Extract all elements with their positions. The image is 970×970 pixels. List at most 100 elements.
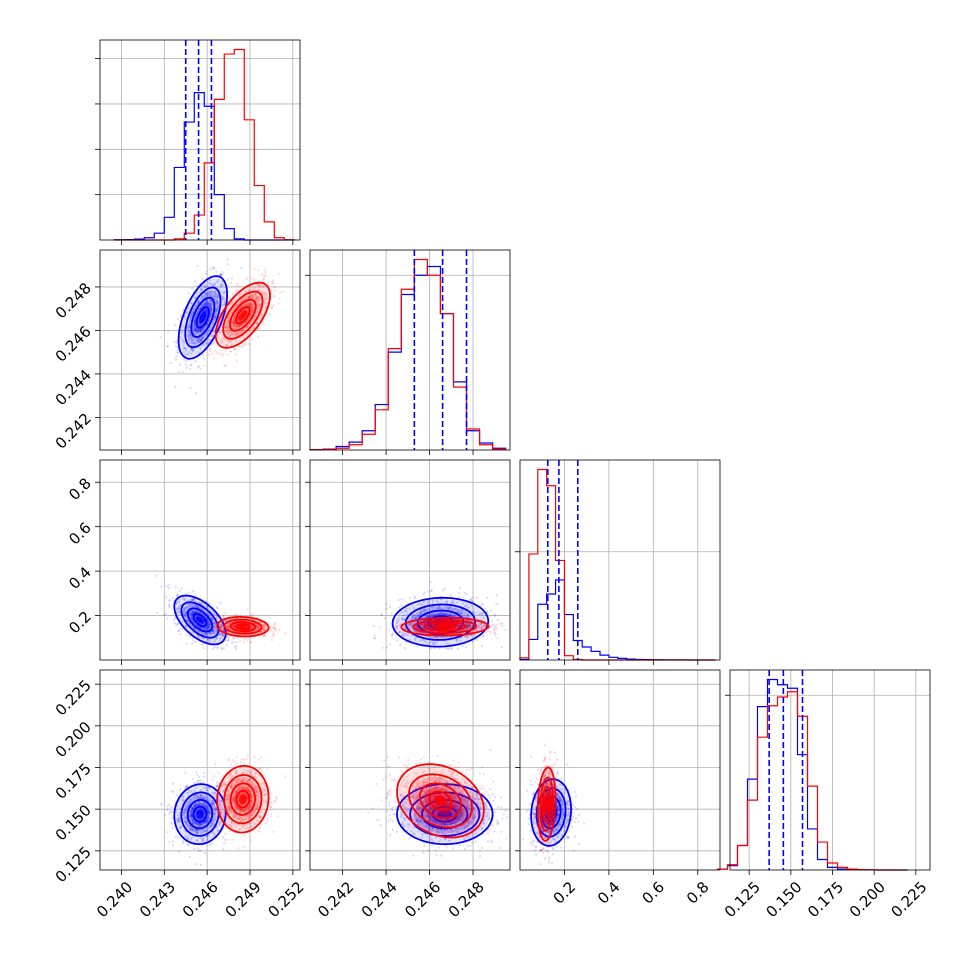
histogram-red xyxy=(114,48,295,241)
contour-red xyxy=(222,290,264,340)
histogram-panel-1 xyxy=(305,249,511,455)
contour-blue xyxy=(530,778,573,847)
x-tick-label: 0.246 xyxy=(179,878,222,921)
contour-blue xyxy=(535,787,567,838)
contour-blue xyxy=(195,306,210,329)
y-tick-label: 0.150 xyxy=(52,801,95,844)
contour-red xyxy=(223,774,263,825)
histogram-red xyxy=(309,258,507,451)
contour-blue xyxy=(186,607,214,633)
y-tick-label: 0.225 xyxy=(52,676,95,719)
x-tick-label: 0.246 xyxy=(401,878,444,921)
panel-frame xyxy=(519,669,721,871)
y-tick-label: 0.8 xyxy=(65,474,95,504)
x-tick-label: 0.240 xyxy=(93,878,136,921)
x-tick-label: 0.125 xyxy=(721,878,764,921)
panel-frame xyxy=(99,39,301,241)
x-tick-label: 0.248 xyxy=(445,878,488,921)
density-fill-red xyxy=(238,310,247,321)
contour-red xyxy=(229,782,257,816)
x-tick-label: 0.150 xyxy=(762,878,805,921)
y-tick-label: 0.6 xyxy=(65,519,95,549)
contour-red xyxy=(400,616,490,637)
panel-frame xyxy=(99,459,301,661)
contour-red xyxy=(229,621,257,633)
density-fill-red xyxy=(438,625,452,628)
panel-frame xyxy=(99,249,301,451)
histogram-blue xyxy=(716,678,908,871)
contour-red xyxy=(216,765,270,834)
density-fill-red xyxy=(433,795,447,807)
density-fill-red xyxy=(545,798,548,810)
x-tick-label: 0.243 xyxy=(136,878,179,921)
density-fill-blue xyxy=(196,809,204,819)
x-tick-label: 0.8 xyxy=(683,878,713,908)
x-tick-label: 0.225 xyxy=(887,878,930,921)
scatter-panel-3-2: 0.2 0.4 0.6 0.8 xyxy=(515,669,721,908)
contour-red xyxy=(536,766,557,842)
scatter-points-red xyxy=(201,754,287,850)
histogram-blue xyxy=(309,265,507,451)
panel-frame xyxy=(519,459,721,661)
contour-blue xyxy=(186,799,214,830)
density-fill-blue xyxy=(437,809,452,819)
histogram-panel-0 xyxy=(95,39,301,245)
x-tick-label: 0.6 xyxy=(638,878,668,908)
contour-red xyxy=(412,619,478,634)
x-tick-label: 0.242 xyxy=(314,878,357,921)
scatter-panel-2-0: 0.2 0.4 0.6 0.8 xyxy=(65,459,301,665)
x-tick-label: 0.175 xyxy=(804,878,847,921)
panel-frame xyxy=(309,249,511,451)
x-tick-label: 0.252 xyxy=(265,878,308,921)
contour-red xyxy=(543,794,550,815)
x-tick-label: 0.2 xyxy=(550,878,580,908)
y-tick-label: 0.4 xyxy=(65,563,95,593)
contour-red xyxy=(432,623,457,630)
panel-frame xyxy=(309,669,511,871)
panel-frame xyxy=(309,459,511,661)
contour-blue xyxy=(180,791,220,837)
y-tick-label: 0.200 xyxy=(52,718,95,761)
contour-red xyxy=(229,298,257,332)
panel-frame xyxy=(99,669,301,871)
contour-red xyxy=(541,785,552,823)
y-tick-label: 0.248 xyxy=(52,279,95,322)
histogram-blue xyxy=(519,579,716,661)
contour-blue xyxy=(190,296,216,338)
y-tick-label: 0.246 xyxy=(52,323,95,366)
contour-blue xyxy=(192,805,208,823)
contour-red xyxy=(418,782,463,820)
contour-blue xyxy=(173,594,227,646)
y-tick-label: 0.242 xyxy=(52,409,95,452)
contour-red xyxy=(223,618,263,635)
contour-blue xyxy=(409,791,481,837)
scatter-panel-2-1 xyxy=(305,459,511,665)
contour-red xyxy=(216,616,270,638)
y-tick-label: 0.175 xyxy=(52,760,95,803)
scatter-panel-3-0: 0.240 0.243 0.246 0.249 0.252 0.1250.1500.175… xyxy=(52,669,308,921)
contour-blue xyxy=(396,783,494,846)
x-tick-label: 0.4 xyxy=(594,878,624,908)
density-fill-blue xyxy=(199,311,207,324)
x-tick-label: 0.244 xyxy=(358,878,401,921)
contour-red xyxy=(428,790,453,811)
density-fill-red xyxy=(239,625,247,629)
density-fill-red xyxy=(239,794,247,805)
histogram-red xyxy=(519,468,716,661)
scatter-panel-3-1: 0.242 0.244 0.246 0.248 xyxy=(305,669,511,921)
contour-blue xyxy=(173,783,227,845)
contour-red xyxy=(396,763,485,839)
density-fill-blue xyxy=(196,616,204,624)
x-tick-label: 0.249 xyxy=(222,878,265,921)
x-tick-label: 0.200 xyxy=(846,878,889,921)
contour-red xyxy=(407,773,473,829)
panel-frame xyxy=(729,669,931,871)
histogram-panel-2 xyxy=(515,459,721,665)
contour-blue xyxy=(192,613,208,627)
contour-blue xyxy=(391,596,490,648)
histogram-red xyxy=(716,691,908,871)
contour-blue xyxy=(184,286,222,349)
y-tick-label: 0.2 xyxy=(65,608,95,638)
